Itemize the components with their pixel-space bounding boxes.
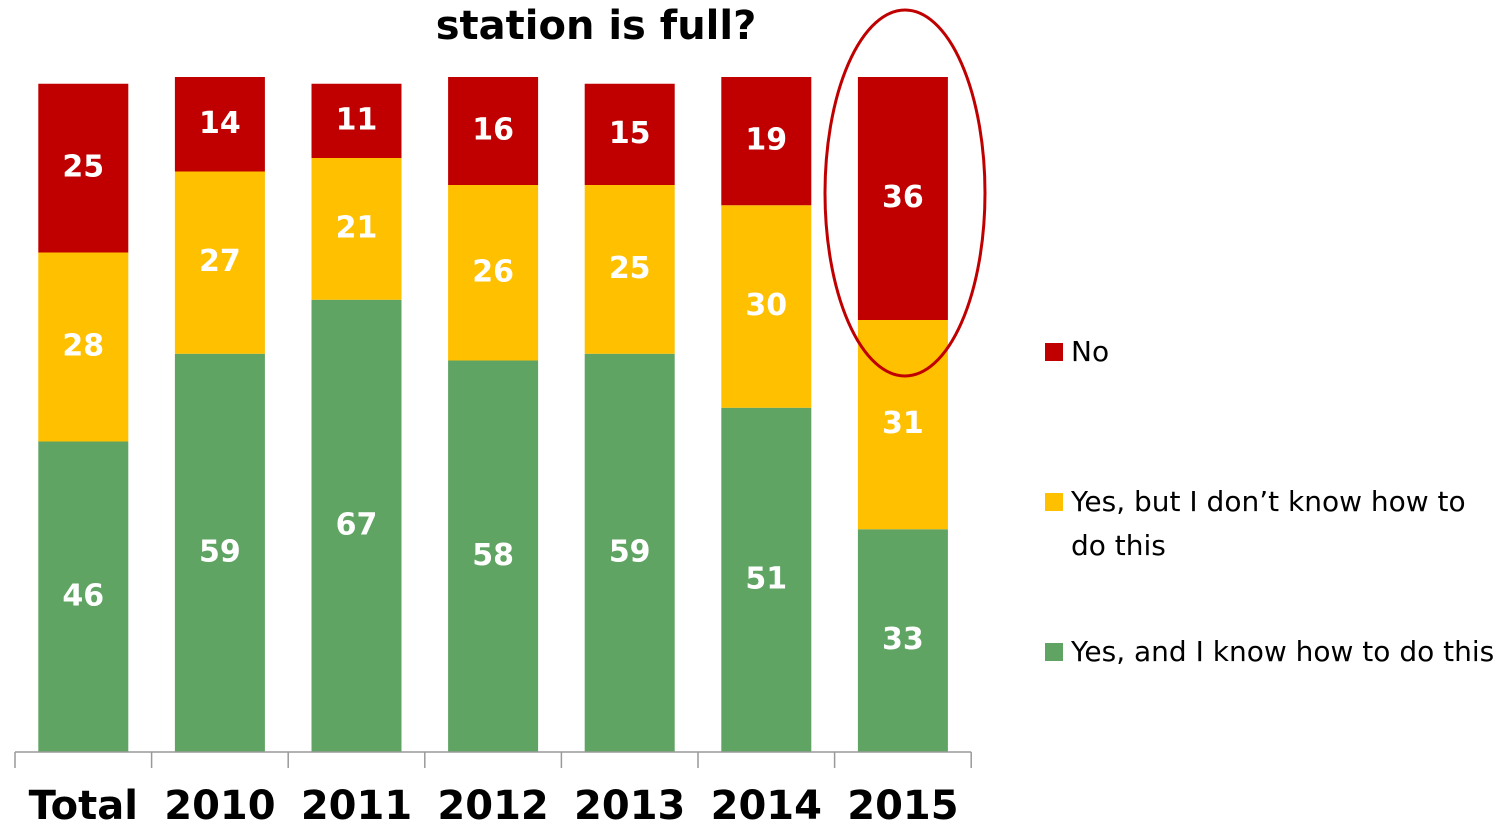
data-label: 36 xyxy=(882,180,924,215)
data-label: 25 xyxy=(609,251,651,286)
legend-item: Yes, and I know how to do this xyxy=(1045,630,1495,674)
data-label: 27 xyxy=(199,244,241,279)
bar-segment xyxy=(857,320,948,530)
legend-item: Yes, but I don’t know how to do this xyxy=(1045,480,1495,568)
highlight-ellipse xyxy=(823,8,987,378)
data-label: 26 xyxy=(472,254,514,289)
legend-swatch xyxy=(1045,643,1063,661)
bar-segment xyxy=(311,299,402,752)
legend-label: No xyxy=(1071,335,1110,368)
bar-segment xyxy=(584,185,675,354)
bar-segment xyxy=(584,83,675,185)
x-tick-label: 2012 xyxy=(437,783,548,829)
data-label: 30 xyxy=(745,288,787,323)
legend-swatch xyxy=(1045,343,1063,361)
data-label: 31 xyxy=(882,406,924,441)
bar-segment xyxy=(174,171,265,354)
legend-swatch xyxy=(1045,493,1063,511)
bar-segment xyxy=(38,252,129,442)
data-label: 28 xyxy=(62,329,104,364)
data-label: 59 xyxy=(609,534,651,569)
x-tick-label: 2014 xyxy=(711,783,822,829)
data-label: 33 xyxy=(882,622,924,657)
data-label: 46 xyxy=(62,578,104,613)
data-label: 11 xyxy=(336,102,378,137)
bar-segment xyxy=(311,158,402,300)
bar-segment xyxy=(857,77,948,320)
bar-segment xyxy=(721,205,812,408)
bar-segment xyxy=(311,83,402,158)
bar-segment xyxy=(584,353,675,752)
x-tick-label: 2013 xyxy=(574,783,685,829)
x-tick-label: Total xyxy=(29,783,138,829)
bar-segment xyxy=(448,77,539,185)
bar-segment xyxy=(38,83,129,253)
data-label: 51 xyxy=(745,561,787,596)
data-label: 16 xyxy=(472,113,514,148)
bar-segment xyxy=(721,407,812,752)
data-label: 19 xyxy=(745,123,787,158)
bar-segment xyxy=(38,441,129,752)
legend-item: No xyxy=(1045,330,1495,374)
x-tick-label: 2015 xyxy=(847,783,958,829)
legend-label: Yes, and I know how to do this xyxy=(1071,635,1495,668)
chart-title: station is full? xyxy=(436,3,757,49)
data-label: 59 xyxy=(199,534,241,569)
bar-segment xyxy=(857,529,948,752)
x-tick-label: 2010 xyxy=(164,783,275,829)
bar-segment xyxy=(448,360,539,752)
bar-segment xyxy=(721,77,812,206)
data-label: 21 xyxy=(336,210,378,245)
data-label: 25 xyxy=(62,150,104,185)
data-label: 15 xyxy=(609,116,651,151)
data-label: 58 xyxy=(472,538,514,573)
x-tick-label: 2011 xyxy=(301,783,412,829)
data-label: 14 xyxy=(199,106,241,141)
bar-segment xyxy=(174,353,265,752)
data-label: 67 xyxy=(336,507,378,542)
bar-segment xyxy=(174,77,265,172)
legend-label: Yes, but I don’t know how to do this xyxy=(1071,485,1466,562)
bar-segment xyxy=(448,185,539,361)
